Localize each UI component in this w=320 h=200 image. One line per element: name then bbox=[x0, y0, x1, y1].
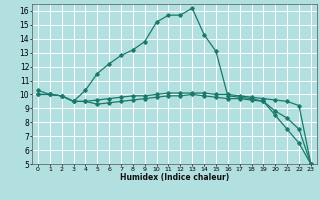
X-axis label: Humidex (Indice chaleur): Humidex (Indice chaleur) bbox=[120, 173, 229, 182]
